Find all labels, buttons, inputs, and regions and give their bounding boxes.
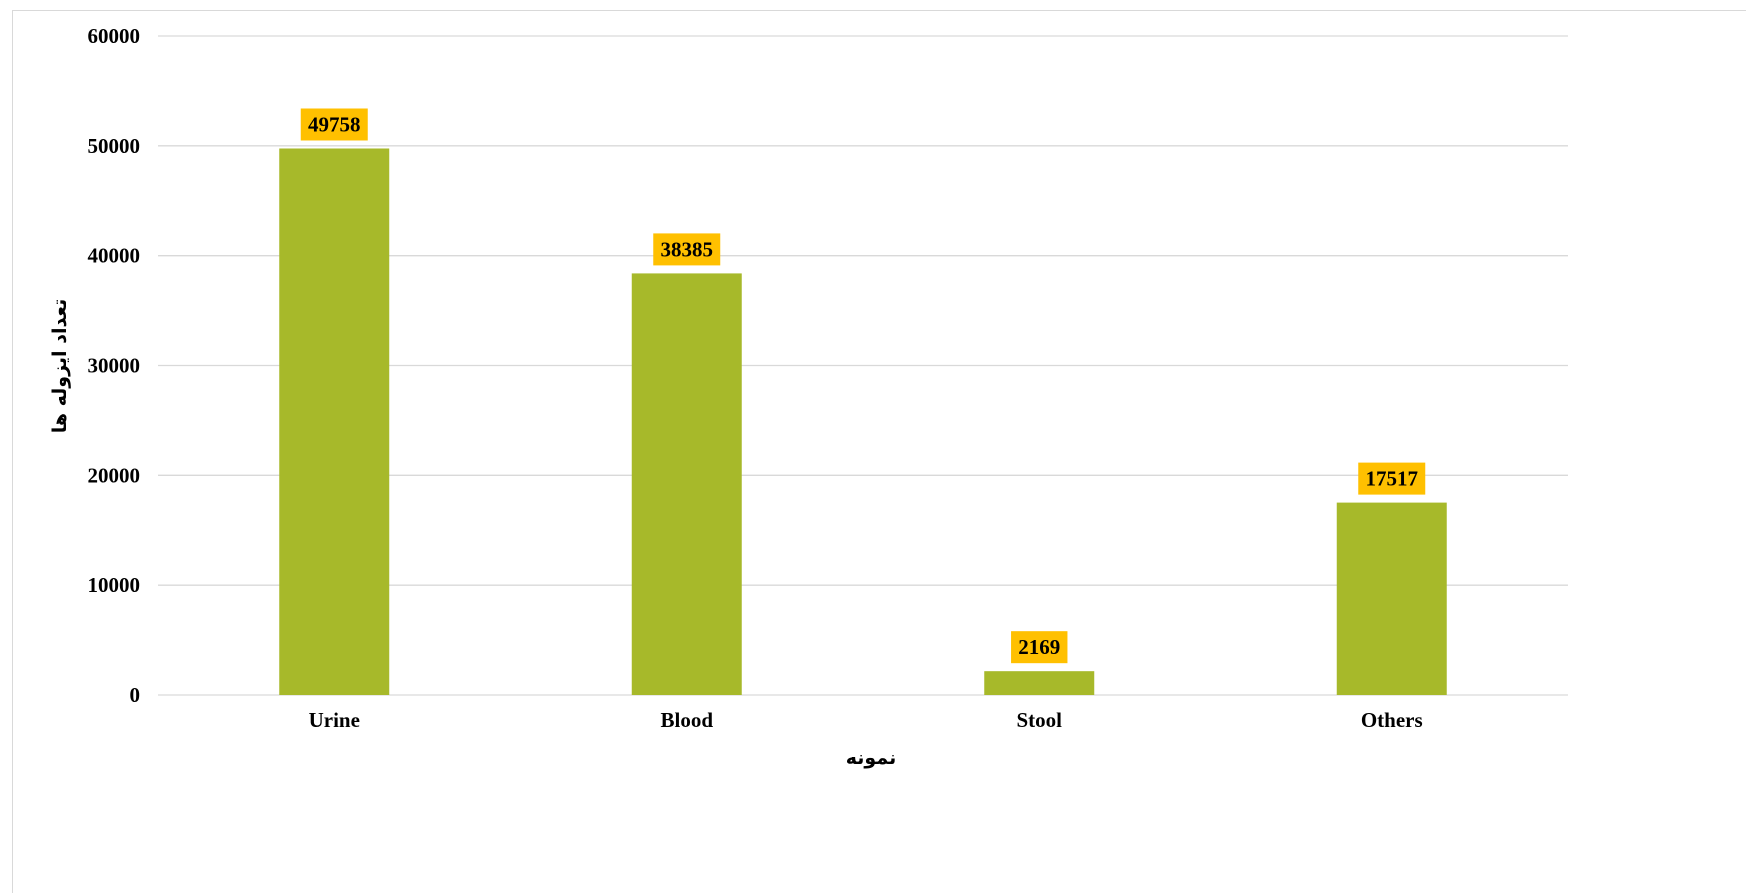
data-label-text: 17517 xyxy=(1366,467,1419,491)
data-label: 17517 xyxy=(1358,462,1426,495)
y-tick-label: 0 xyxy=(130,683,141,707)
data-label-background xyxy=(1011,631,1068,664)
x-tick-label: Others xyxy=(1361,708,1423,732)
data-label-background xyxy=(300,108,368,141)
y-tick-label: 50000 xyxy=(88,134,141,158)
bar xyxy=(279,148,390,695)
data-label-text: 49758 xyxy=(308,112,361,136)
y-axis-title: تعداد ایزوله ها xyxy=(49,299,71,434)
y-tick-label: 30000 xyxy=(88,354,141,378)
x-tick-label: Stool xyxy=(1016,708,1062,732)
x-tick-label: Blood xyxy=(660,708,713,732)
x-axis-ticks: Urine Blood Stool Others xyxy=(309,708,1423,732)
data-label-background xyxy=(653,233,721,266)
data-label-text: 2169 xyxy=(1018,635,1060,659)
y-tick-label: 60000 xyxy=(88,24,141,48)
data-label: 49758 xyxy=(300,108,368,141)
data-label: 38385 xyxy=(653,233,721,266)
x-tick-label: Urine xyxy=(309,708,360,732)
bars xyxy=(279,148,1447,695)
data-label: 2169 xyxy=(1011,631,1068,664)
data-label-text: 38385 xyxy=(661,237,714,261)
bar xyxy=(984,671,1095,695)
gridlines xyxy=(158,35,1568,696)
y-axis-ticks: 0 10000 20000 30000 40000 50000 60000 xyxy=(88,24,141,707)
y-tick-label: 40000 xyxy=(88,244,141,268)
data-labels: 49758 38385 2169 17517 xyxy=(300,108,1426,664)
y-tick-label: 20000 xyxy=(88,463,141,487)
x-axis-title: نمونه xyxy=(846,747,896,769)
y-tick-label: 10000 xyxy=(88,573,141,597)
bar xyxy=(1336,502,1447,695)
bar xyxy=(631,273,742,695)
data-label-background xyxy=(1358,462,1426,495)
